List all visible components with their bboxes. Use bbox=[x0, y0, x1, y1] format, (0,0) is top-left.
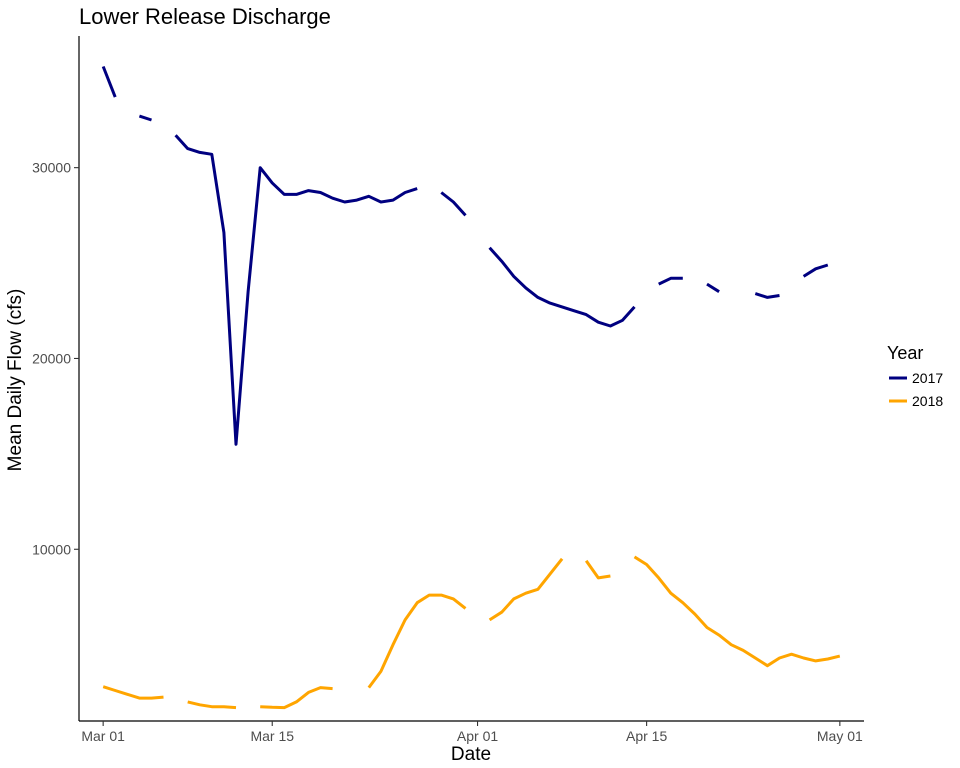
y-axis-title: Mean Daily Flow (cfs) bbox=[5, 289, 26, 472]
series-2017-line-segment bbox=[658, 276, 683, 286]
series-2018-line-segment bbox=[488, 557, 564, 622]
series-2017-line-segment bbox=[101, 65, 117, 98]
legend-label-2017: 2017 bbox=[912, 370, 943, 386]
x-axis: Mar 01 Mar 15 Apr 01 Apr 15 May 01 bbox=[81, 721, 863, 744]
series-2017-line-segment bbox=[174, 134, 418, 446]
legend-title: Year bbox=[887, 343, 923, 363]
x-tick-label: May 01 bbox=[817, 728, 863, 744]
series-2018-line-segment bbox=[260, 686, 333, 710]
x-tick-label: Mar 15 bbox=[250, 728, 294, 744]
series-2018-line-segment bbox=[584, 559, 611, 580]
x-tick-label: Mar 01 bbox=[81, 728, 125, 744]
legend: Year 2017 2018 bbox=[887, 343, 943, 409]
y-tick-label: 20000 bbox=[32, 350, 71, 366]
x-axis-title: Date bbox=[451, 744, 491, 765]
series-2018-line-segment bbox=[633, 555, 841, 668]
x-tick-label: Apr 15 bbox=[626, 728, 667, 744]
series-group bbox=[101, 65, 841, 710]
series-2017-line-segment bbox=[440, 191, 467, 217]
series-2018-line-segment bbox=[367, 593, 467, 689]
series-2018-line-segment bbox=[102, 685, 164, 700]
series-2017-line-segment bbox=[706, 282, 720, 293]
series-2017-line-segment bbox=[488, 246, 636, 328]
legend-label-2018: 2018 bbox=[912, 393, 943, 409]
series-2017-line-segment bbox=[802, 263, 829, 278]
x-tick-label: Apr 01 bbox=[457, 728, 498, 744]
series-2018-line-segment bbox=[187, 700, 237, 710]
y-axis: 10000 20000 30000 bbox=[32, 160, 79, 557]
chart-title: Lower Release Discharge bbox=[79, 4, 331, 29]
legend-items: 2017 2018 bbox=[889, 370, 943, 409]
y-tick-label: 30000 bbox=[32, 160, 71, 176]
y-tick-label: 10000 bbox=[32, 541, 71, 557]
series-2017-line-segment bbox=[138, 114, 152, 122]
series-2017-line-segment bbox=[754, 292, 780, 299]
